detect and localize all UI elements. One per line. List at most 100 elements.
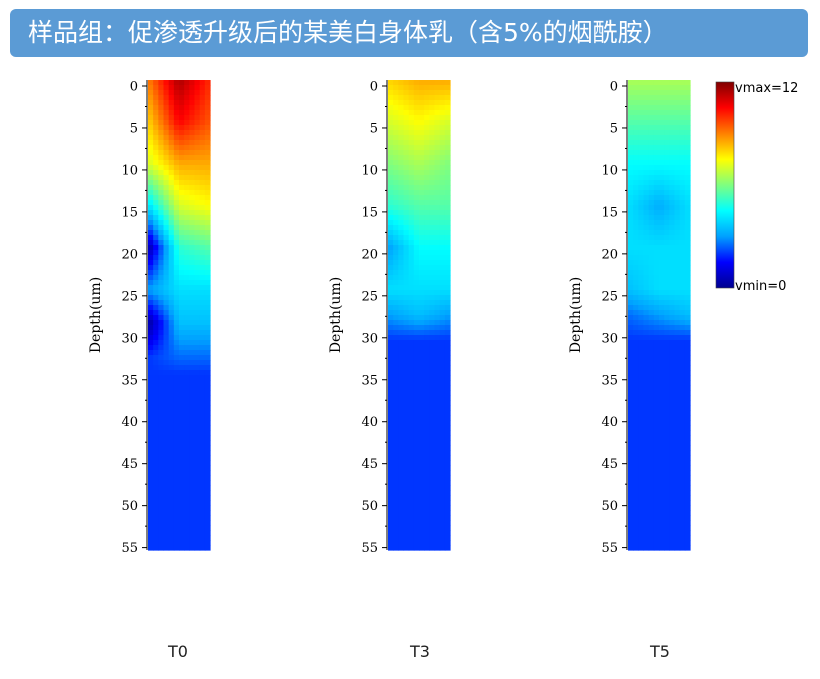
heatmap-cell	[194, 380, 201, 386]
heatmap-cell	[419, 115, 425, 121]
heatmap-cell	[643, 160, 650, 166]
heatmap-cell	[179, 360, 185, 366]
heatmap-cell	[163, 190, 170, 196]
heatmap-cell	[439, 275, 446, 281]
heatmap-cell	[179, 520, 185, 526]
heatmap-cell	[684, 125, 691, 131]
heatmap-cell	[194, 520, 201, 526]
heatmap-cell	[643, 175, 650, 181]
heatmap-cell	[664, 155, 670, 161]
heatmap-cell	[388, 165, 394, 171]
heatmap-cell	[643, 255, 650, 261]
heatmap-cell	[184, 115, 190, 121]
heatmap-cell	[204, 440, 211, 446]
heatmap-cell	[408, 525, 415, 531]
heatmap-cell	[173, 370, 180, 376]
heatmap-cell	[408, 225, 415, 231]
heatmap-cell	[439, 215, 446, 221]
heatmap-cell	[653, 325, 660, 331]
heatmap-cell	[444, 525, 451, 531]
heatmap-cell	[424, 315, 430, 321]
heatmap-cell	[674, 195, 681, 201]
heatmap-cell	[424, 545, 430, 551]
heatmap-cell	[184, 270, 190, 276]
heatmap-cell	[659, 490, 665, 496]
heatmap-cell	[184, 150, 190, 156]
heatmap-cell	[194, 175, 201, 181]
heatmap-cell	[434, 270, 441, 276]
heatmap-cell	[679, 125, 686, 131]
heatmap-cell	[184, 375, 190, 381]
heatmap-cell	[413, 475, 420, 481]
heatmap-cell	[148, 505, 154, 511]
heatmap-cell	[158, 465, 165, 471]
heatmap-cell	[653, 475, 660, 481]
heatmap-cell	[638, 145, 645, 151]
heatmap-cell	[148, 260, 154, 266]
heatmap-cell	[429, 250, 436, 256]
heatmap-cell	[204, 240, 211, 246]
heatmap-cell	[659, 530, 665, 536]
heatmap-cell	[393, 270, 399, 276]
heatmap-cell	[664, 495, 670, 501]
heatmap-cell	[408, 335, 415, 341]
heatmap-cell	[408, 430, 415, 436]
heatmap-cell	[408, 210, 415, 216]
heatmap-cell	[398, 300, 405, 306]
heatmap-cell	[628, 370, 634, 376]
heatmap-cell	[194, 170, 201, 176]
heatmap-cell	[388, 220, 394, 226]
heatmap-cell	[648, 215, 655, 221]
heatmap-cell	[163, 220, 170, 226]
heatmap-cell	[199, 300, 206, 306]
heatmap-cell	[684, 405, 691, 411]
heatmap-cell	[659, 280, 665, 286]
heatmap-cell	[189, 145, 196, 151]
heatmap-cell	[674, 510, 681, 516]
heatmap-cell	[408, 345, 415, 351]
heatmap-cell	[398, 135, 405, 141]
heatmap-cell	[168, 120, 175, 126]
heatmap-cell	[429, 230, 436, 236]
heatmap-cell	[684, 235, 691, 241]
heatmap-cell	[628, 380, 634, 386]
heatmap-cell	[633, 90, 639, 96]
heatmap-cell	[653, 205, 660, 211]
heatmap-cell	[653, 135, 660, 141]
heatmap-cell	[413, 190, 420, 196]
heatmap-cell	[684, 155, 691, 161]
heatmap-cell	[413, 305, 420, 311]
heatmap-cell	[434, 355, 441, 361]
heatmap-cell	[393, 260, 399, 266]
heatmap-cell	[643, 205, 650, 211]
panel-label-t0: T0	[168, 642, 188, 661]
heatmap-cell	[648, 460, 655, 466]
heatmap-cell	[648, 250, 655, 256]
heatmap-cell	[173, 210, 180, 216]
heatmap-cell	[429, 480, 436, 486]
heatmap-cell	[648, 275, 655, 281]
heatmap-cell	[408, 170, 415, 176]
heatmap-cell	[184, 305, 190, 311]
heatmap-cell	[424, 375, 430, 381]
heatmap-cell	[633, 115, 639, 121]
heatmap-cell	[684, 395, 691, 401]
heatmap-cell	[659, 445, 665, 451]
heatmap-cell	[413, 195, 420, 201]
heatmap-cell	[194, 455, 201, 461]
heatmap-cell	[199, 340, 206, 346]
heatmap-cell	[643, 450, 650, 456]
heatmap-cell	[179, 390, 185, 396]
heatmap-cell	[664, 180, 670, 186]
heatmap-cell	[153, 200, 159, 206]
heatmap-cell	[148, 355, 154, 361]
heatmap-cell	[439, 545, 446, 551]
heatmap-cell	[388, 425, 394, 431]
heatmap-cell	[434, 190, 441, 196]
heatmap-cell	[419, 380, 425, 386]
heatmap-cell	[179, 310, 185, 316]
heatmap-cell	[189, 435, 196, 441]
heatmap-cell	[408, 80, 415, 86]
